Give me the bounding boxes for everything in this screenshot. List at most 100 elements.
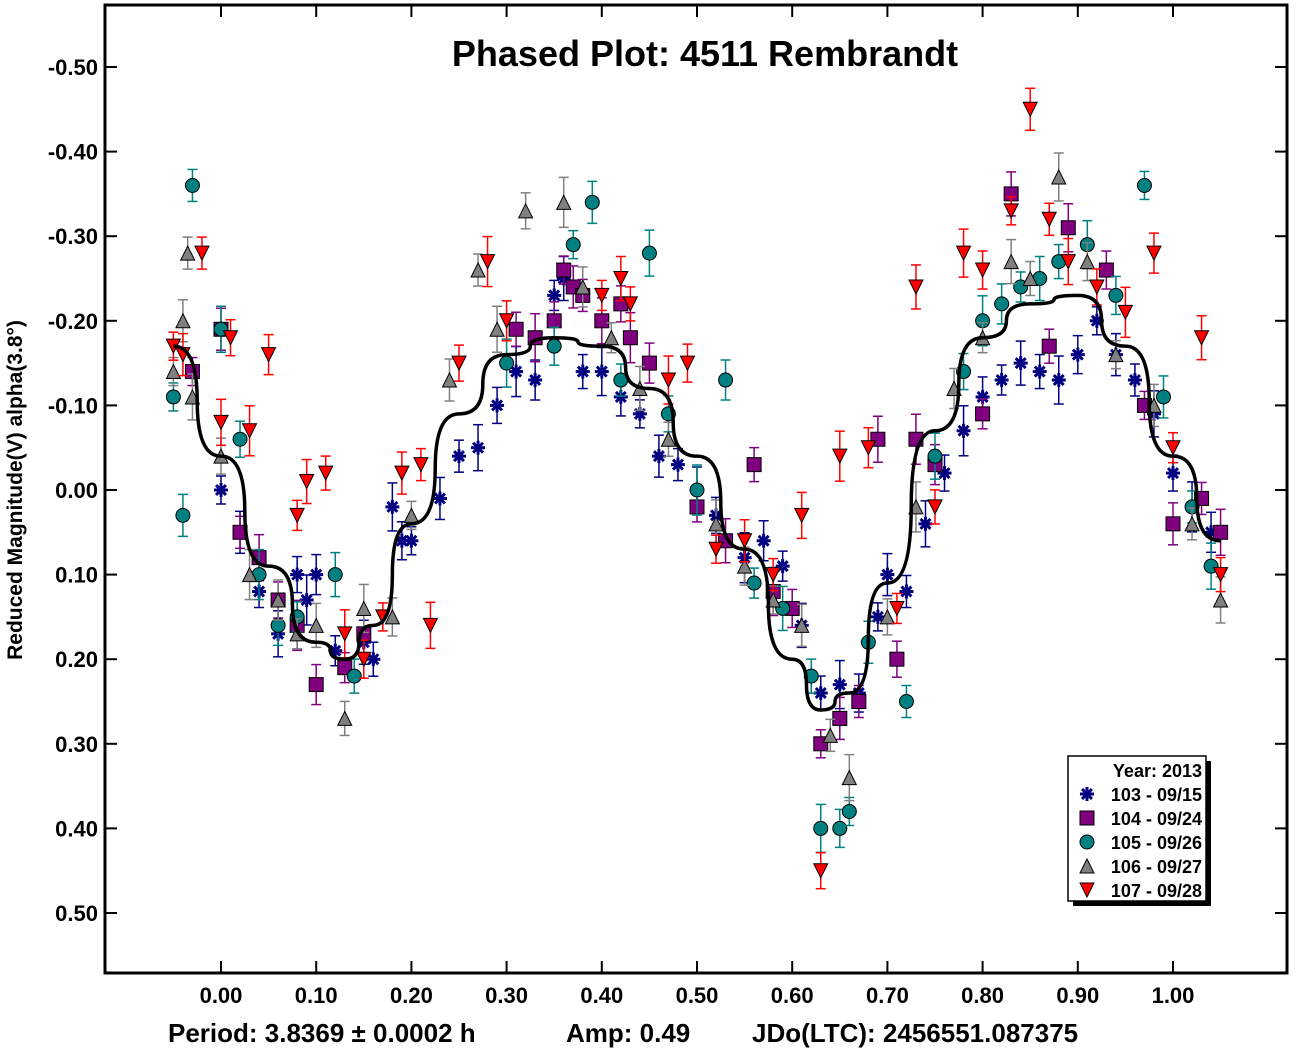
data-point (1213, 508, 1229, 557)
data-point (736, 519, 753, 563)
data-point (793, 491, 810, 540)
data-point (555, 176, 572, 229)
data-point (308, 602, 325, 649)
footer-jdo: JDo(LTC): 2456551.087375 (752, 1018, 1078, 1048)
y-tick-label: 0.10 (55, 563, 98, 588)
legend-marker-icon (1079, 882, 1095, 899)
data-point (679, 343, 696, 383)
data-point (565, 229, 581, 260)
data-point (394, 451, 410, 495)
data-point (918, 500, 933, 548)
data-point (974, 250, 991, 290)
data-point (527, 312, 543, 363)
x-tick-label: 0.00 (200, 983, 243, 1008)
data-point (793, 603, 810, 648)
data-point (746, 446, 762, 483)
data-point (1146, 232, 1162, 274)
data-point (289, 499, 305, 532)
data-point (689, 464, 705, 516)
data-point (1041, 202, 1058, 237)
data-point (841, 796, 857, 827)
data-point (613, 363, 629, 397)
data-point (336, 700, 353, 737)
y-tick-label: 0.50 (55, 901, 98, 926)
data-point (746, 567, 762, 599)
data-point (452, 439, 466, 473)
data-point (841, 753, 858, 802)
data-point (1022, 87, 1039, 132)
chart-title: Phased Plot: 4511 Rembrandt (452, 33, 958, 74)
data-point (812, 851, 829, 890)
data-point (498, 300, 515, 342)
data-point (470, 253, 486, 287)
y-tick-label: -0.50 (48, 55, 98, 80)
data-point (908, 264, 924, 310)
data-point (1212, 556, 1229, 593)
footer-amp: Amp: 0.49 (566, 1018, 690, 1048)
legend-entry: 106 - 09/27 (1079, 857, 1202, 877)
data-point (879, 598, 896, 636)
data-point (1060, 237, 1077, 286)
data-point (355, 639, 372, 679)
y-tick-label: -0.30 (48, 224, 98, 249)
legend-title: Year: 2013 (1113, 761, 1202, 781)
data-point (1098, 250, 1114, 290)
data-point (317, 455, 334, 491)
data-point (1050, 152, 1067, 202)
data-point (584, 180, 600, 225)
data-point (309, 553, 324, 596)
data-point (355, 583, 372, 634)
x-tick-label: 0.80 (961, 983, 1004, 1008)
data-point (832, 696, 848, 741)
x-tick-label: 0.20 (390, 983, 433, 1008)
data-point (593, 279, 610, 312)
data-point (184, 168, 200, 203)
data-point (441, 358, 458, 402)
data-point (432, 476, 447, 521)
data-point (1013, 340, 1028, 386)
data-point (241, 405, 258, 457)
data-point (165, 382, 181, 412)
data-point (822, 718, 839, 753)
data-point (517, 192, 534, 230)
data-point (270, 579, 286, 621)
y-tick-label: 0.00 (55, 478, 98, 503)
axis-ticks (105, 5, 1287, 973)
data-point (927, 432, 943, 480)
legend-label: 106 - 09/27 (1111, 857, 1202, 877)
data-point (994, 364, 1009, 396)
data-point (889, 592, 905, 625)
data-point (1070, 334, 1085, 375)
data-point (327, 551, 343, 598)
legend: Year: 2013 103 - 09/15 104 - 09/24 105 - 0… (1067, 755, 1211, 906)
data-point (641, 342, 657, 384)
data-point (1108, 275, 1124, 316)
data-point (898, 684, 914, 719)
x-tick-label: 0.40 (580, 983, 623, 1008)
legend-marker-icon (1080, 787, 1094, 801)
y-tick-label: 0.20 (55, 647, 98, 672)
data-point (870, 602, 885, 632)
data-point (1136, 170, 1152, 201)
data-point (422, 601, 439, 650)
data-point (927, 489, 943, 525)
data-point (232, 515, 248, 550)
data-point (490, 386, 505, 425)
data-point (1155, 375, 1171, 419)
data-point (508, 311, 524, 348)
data-point (1089, 268, 1105, 306)
data-point (1184, 507, 1200, 541)
legend-label: 105 - 09/26 (1111, 833, 1202, 853)
data-point (214, 475, 228, 505)
data-point (290, 555, 305, 594)
footer-period: Period: 3.8369 ± 0.0002 h (168, 1018, 476, 1048)
data-point (889, 640, 905, 678)
data-point (546, 326, 562, 366)
data-point (1051, 355, 1066, 405)
data-point (1193, 314, 1210, 361)
data-point (479, 235, 496, 288)
x-tick-label: 0.90 (1056, 983, 1099, 1008)
fit-curve (173, 293, 1221, 712)
data-point (574, 266, 591, 308)
